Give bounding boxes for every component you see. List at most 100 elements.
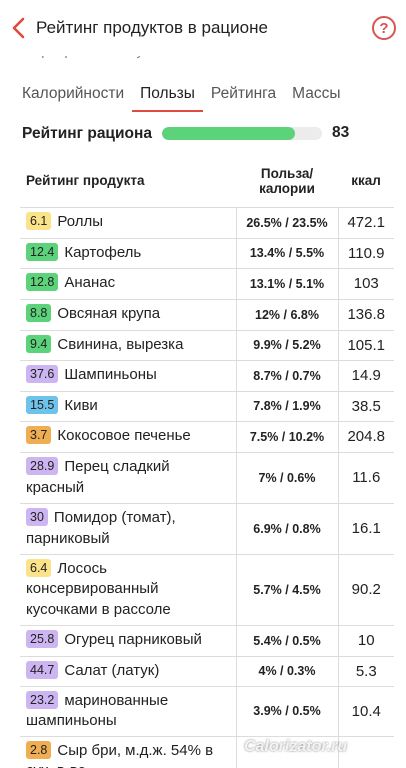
table-row[interactable]: 15.5 Киви 7.8% / 1.9% 38.5 [20, 390, 394, 421]
header-benefit-calories: Польза/ калории [259, 165, 315, 196]
tab-mass[interactable]: Массы [292, 85, 341, 102]
product-cell: 12.8 Ананас [20, 267, 236, 299]
tab-benefit[interactable]: Пользы [132, 84, 203, 112]
table-header-row: Рейтинг продукта Польза/ калории ккал [20, 155, 394, 207]
kcal-cell: 16.1 [337, 502, 394, 554]
header-kcal: ккал [351, 173, 381, 189]
product-cell: 25.8 Огурец парниковый [20, 624, 236, 656]
diet-rating-value: 83 [332, 124, 350, 141]
chevron-left-icon [12, 17, 25, 39]
score-badge: 2.8 [26, 740, 52, 759]
kcal-cell: 103 [337, 267, 394, 299]
product-name: Овсяная крупа [57, 305, 161, 323]
product-cell: 9.4 Свинина, вырезка [20, 329, 236, 360]
product-name: Перец сладкий красный [26, 458, 170, 496]
product-cell: 12.4 Картофель [20, 237, 236, 268]
diet-rating-bar-fill [162, 127, 295, 140]
product-cell: 6.4 Лосось консервированный кусочками в р… [20, 553, 236, 625]
benefit-calories-cell: 8.7% / 0.7% [235, 359, 338, 391]
table-row[interactable]: 6.1 Роллы 26.5% / 23.5% 472.1 [20, 206, 394, 238]
score-badge: 3.7 [26, 426, 52, 445]
kcal-cell: 5.3 [337, 655, 394, 686]
score-badge: 6.4 [26, 558, 52, 577]
kcal-cell: 110.9 [337, 237, 394, 268]
product-cell: 44.7 Салат (латук) [20, 655, 236, 686]
product-name: маринованные шампиньоны [26, 691, 169, 730]
product-cell: 28.9 Перец сладкий красный [20, 451, 236, 503]
product-cell: 37.6 Шампиньоны [20, 359, 236, 391]
product-name: Картофель [64, 243, 142, 261]
product-name: Киви [64, 396, 98, 414]
product-name: Шампиньоны [64, 366, 157, 384]
score-badge: 44.7 [26, 660, 59, 679]
score-badge: 12.8 [26, 273, 59, 292]
help-icon[interactable]: ? [372, 16, 396, 40]
benefit-calories-cell: 12% / 6.8% [235, 298, 338, 330]
product-name: Лосось консервированный кусочками в расс… [26, 559, 171, 618]
score-badge: 23.2 [26, 690, 59, 709]
kcal-cell: 472.1 [337, 206, 394, 238]
score-badge: 25.8 [26, 630, 59, 649]
score-badge: 6.1 [26, 212, 52, 231]
benefit-calories-cell: 5.4% / 0.5% [235, 624, 338, 656]
benefit-calories-cell: 7% / 0.6% [235, 451, 338, 503]
score-badge: 8.8 [26, 304, 52, 323]
diet-rating: Рейтинг рациона 83 [22, 122, 392, 146]
diet-rating-label: Рейтинг рациона [22, 125, 152, 142]
score-badge: 37.6 [26, 365, 59, 384]
score-badge: 12.4 [26, 242, 59, 261]
kcal-cell: 11.6 [337, 451, 394, 503]
kcal-cell: 14.9 [337, 359, 394, 391]
tab-rating[interactable]: Рейтинга [210, 85, 277, 102]
table-row[interactable]: 28.9 Перец сладкий красный 7% / 0.6% 11.6 [20, 451, 394, 503]
kcal-cell: 90.2 [337, 553, 394, 625]
table-row[interactable]: 6.4 Лосось консервированный кусочками в р… [20, 553, 394, 625]
table-row[interactable]: 30 Помидор (томат), парниковый 6.9% / 0.8%… [20, 502, 394, 554]
table-row[interactable]: 23.2 маринованные шампиньоны 3.9% / 0.5% 10… [20, 685, 394, 736]
tab-calories[interactable]: Калорийности [22, 85, 125, 102]
benefit-calories-cell: 5.7% / 4.5% [235, 553, 338, 625]
product-name: Сыр бри, м.д.ж. 54% в сух. в-ве [26, 741, 214, 768]
kcal-cell [337, 735, 394, 768]
table-row[interactable]: 12.8 Ананас 13.1% / 5.1% 103 [20, 267, 394, 299]
table-row[interactable]: 12.4 Картофель 13.4% / 5.5% 110.9 [20, 237, 394, 268]
table-row[interactable]: 37.6 Шампиньоны 8.7% / 0.7% 14.9 [20, 359, 394, 391]
product-cell: 6.1 Роллы [20, 206, 236, 238]
table-row[interactable]: 9.4 Свинина, вырезка 9.9% / 5.2% 105.1 [20, 329, 394, 360]
kcal-cell: 10 [337, 624, 394, 656]
kcal-cell: 38.5 [337, 390, 394, 421]
benefit-calories-cell: 13.4% / 5.5% [235, 237, 338, 268]
product-cell: 3.7 Кокосовое печенье [20, 420, 236, 452]
product-cell: 8.8 Овсяная крупа [20, 298, 236, 330]
table-row[interactable]: 3.7 Кокосовое печенье 7.5% / 10.2% 204.8 [20, 420, 394, 452]
table-row[interactable]: 8.8 Овсяная крупа 12% / 6.8% 136.8 [20, 298, 394, 330]
table-row[interactable]: 25.8 Огурец парниковый 5.4% / 0.5% 10 [20, 624, 394, 656]
product-name: Кокосовое печенье [57, 427, 191, 445]
product-cell: 30 Помидор (томат), парниковый [20, 502, 236, 554]
product-cell: 15.5 Киви [20, 390, 236, 421]
product-name: Салат (латук) [64, 661, 160, 679]
benefit-calories-cell: 6.9% / 0.8% [235, 502, 338, 554]
watermark: Calorizator.ru [244, 738, 348, 755]
page-title: Рейтинг продуктов в рационе [36, 18, 268, 37]
table-row[interactable]: 44.7 Салат (латук) 4% / 0.3% 5.3 [20, 655, 394, 686]
app-header: Рейтинг продуктов в рационе ? [0, 0, 406, 56]
kcal-cell: 204.8 [337, 420, 394, 452]
product-name: Помидор (томат), парниковый [26, 509, 176, 547]
benefit-calories-cell: 3.9% / 0.5% [235, 685, 338, 736]
benefit-calories-cell [235, 735, 338, 768]
benefit-calories-cell: 9.9% / 5.2% [235, 329, 338, 360]
header-product-rating: Рейтинг продукта [26, 173, 145, 189]
diet-rating-bar [162, 127, 322, 140]
benefit-calories-cell: 7.8% / 1.9% [235, 390, 338, 421]
score-badge: 9.4 [26, 334, 52, 353]
back-button[interactable] [4, 14, 32, 42]
score-badge: 15.5 [26, 395, 59, 414]
product-name: Роллы [57, 213, 104, 231]
kcal-cell: 10.4 [337, 685, 394, 736]
kcal-cell: 105.1 [337, 329, 394, 360]
products-table: Рейтинг продукта Польза/ калории ккал 6.… [20, 155, 394, 768]
product-name: Огурец парниковый [64, 631, 202, 649]
